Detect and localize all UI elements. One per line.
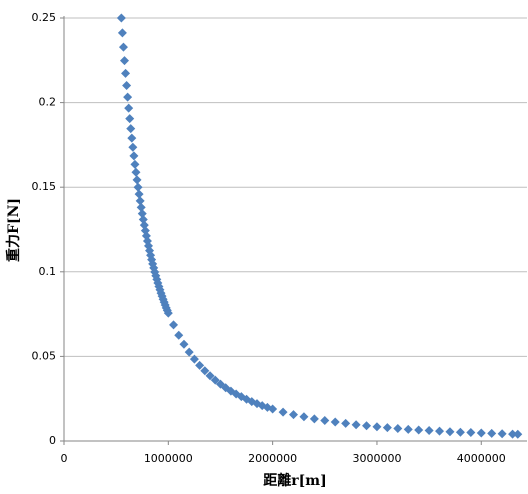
point (513, 429, 523, 439)
point (382, 423, 392, 433)
point (116, 13, 126, 23)
point (146, 250, 156, 260)
x-tick-label: 4000000 (457, 452, 506, 465)
point (278, 407, 288, 417)
point (435, 426, 445, 436)
x-axis-title: 距離r[m] (263, 472, 326, 489)
point (123, 92, 133, 102)
y-tick-label: 0.1 (39, 265, 57, 278)
point (372, 422, 382, 432)
point (163, 308, 173, 318)
x-tick-label: 3000000 (352, 452, 401, 465)
point (124, 103, 134, 113)
point (351, 420, 361, 430)
x-tick-label: 0 (61, 452, 68, 465)
point (132, 175, 142, 185)
point (131, 167, 141, 177)
x-tick-label: 1000000 (144, 452, 193, 465)
point (362, 421, 372, 431)
point (403, 424, 413, 434)
point (205, 371, 215, 381)
point (200, 366, 210, 376)
point (179, 339, 189, 349)
point (189, 354, 199, 364)
point (118, 42, 128, 52)
point (476, 428, 486, 438)
point (487, 428, 497, 438)
point (128, 142, 138, 152)
point (126, 124, 136, 134)
y-tick-label: 0 (49, 434, 56, 447)
point (466, 428, 476, 438)
point (134, 189, 144, 199)
point (138, 215, 148, 225)
point (127, 133, 137, 143)
point (129, 151, 139, 161)
point (445, 427, 455, 437)
point (247, 397, 257, 407)
point (268, 404, 278, 414)
point (120, 56, 130, 66)
point (174, 330, 184, 340)
point (210, 375, 220, 385)
point (414, 425, 424, 435)
point (195, 360, 205, 370)
point (136, 202, 146, 212)
point (184, 347, 194, 357)
point (330, 417, 340, 427)
point (393, 423, 403, 433)
y-tick-label: 0.2 (39, 96, 57, 109)
x-tick-label: 2000000 (248, 452, 297, 465)
point (289, 410, 298, 420)
point (455, 427, 465, 437)
y-tick-label: 0.25 (32, 11, 57, 24)
point (133, 182, 143, 192)
point (130, 159, 140, 169)
point (309, 414, 319, 424)
point (125, 114, 135, 124)
point (320, 416, 330, 426)
point (135, 196, 145, 206)
point (169, 320, 179, 330)
point (341, 418, 351, 428)
point (121, 68, 131, 78)
point (122, 81, 132, 91)
y-tick-label: 0.15 (32, 180, 57, 193)
point (424, 426, 434, 436)
y-axis-title: 重力F[N] (5, 198, 22, 262)
point (508, 429, 518, 439)
y-tick-label: 0.05 (32, 349, 57, 362)
point (497, 429, 507, 439)
point (117, 28, 127, 38)
point (139, 220, 149, 230)
point (299, 412, 309, 422)
point (137, 209, 147, 219)
